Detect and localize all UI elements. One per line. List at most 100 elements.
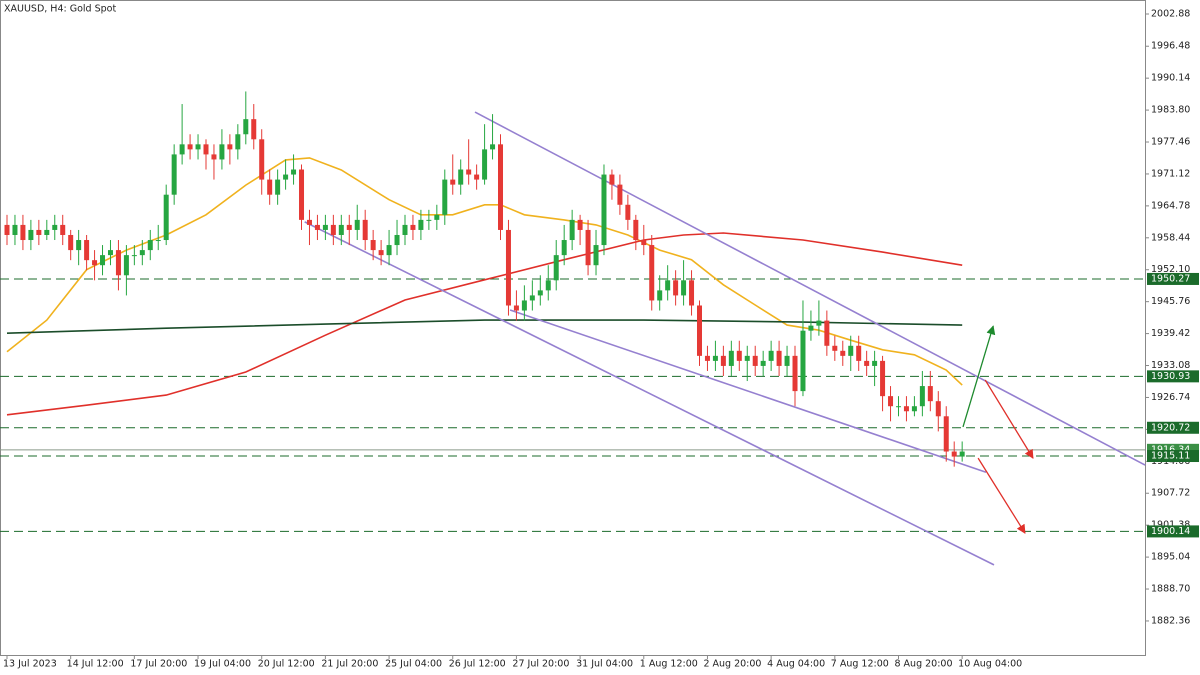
candle-body [12,224,18,235]
candle-body [370,240,376,251]
candle-body [84,240,90,261]
y-tick-label: 1926.74 [1151,392,1190,403]
candle-body [927,386,933,402]
candle-body [283,174,289,180]
candle-body [665,280,671,291]
candle-body [585,229,591,266]
price-tag-label: 1950.27 [1151,273,1190,284]
y-tick-label: 1971.12 [1151,168,1190,179]
candle-body [744,355,750,361]
candle-body [20,224,26,241]
candle-body [52,224,58,230]
price-tag: 1915.11 [1147,450,1199,463]
candle-body [736,350,742,361]
candle-body [569,219,575,241]
y-tick-label: 1990.14 [1151,73,1190,84]
trend-line [304,221,995,566]
candle-body [864,360,870,366]
candle-body [100,255,106,266]
candle-body [561,240,567,256]
candle-body [848,345,854,356]
y-tick-label: 1977.46 [1151,137,1190,148]
candle-body [800,330,806,392]
candle-body [577,219,583,230]
candle-body [513,305,519,311]
moving-average [6,232,963,416]
candle-body [291,169,297,175]
candle-body [521,300,527,311]
candle-body [840,350,846,356]
candle-body [243,119,249,135]
candle-body [872,360,878,366]
candle-body [44,229,50,235]
candle-body [354,219,360,230]
candle-body [187,144,193,150]
y-tick-label: 1907.72 [1151,488,1190,499]
x-tick-label: 21 Jul 20:00 [321,659,378,670]
candle-body [28,229,34,241]
x-tick-label: 27 Jul 20:00 [512,659,569,670]
candle-body [203,144,209,155]
candle-body [195,144,201,150]
candle-body [330,224,336,235]
candle-body [450,179,456,185]
chart-title: XAUUSD, H4: Gold Spot [4,4,116,15]
candle-body [474,174,480,180]
arrow [962,325,996,428]
candle-body [824,320,830,346]
y-tick-label: 1958.44 [1151,232,1190,243]
candle-body [712,355,718,361]
price-tag-bg [1147,525,1199,538]
candle-body [776,350,782,366]
y-tick-label: 1939.42 [1151,328,1190,339]
candle-body [219,144,225,160]
x-tick-label: 4 Aug 04:00 [767,659,825,670]
price-tag: 1920.72 [1147,421,1199,434]
candle-body [529,295,535,301]
candle-body [704,355,710,361]
y-tick-label: 1964.78 [1151,200,1190,211]
candle-body [179,144,185,155]
candle-body [251,119,257,140]
moving-average [6,157,963,386]
candle-body [131,255,137,257]
trend-line [474,111,1146,466]
candle-body [498,144,504,230]
candle-body [903,406,909,412]
candle-body [617,184,623,205]
price-tag: 1950.27 [1147,272,1199,285]
candle-body [609,174,615,185]
candle-body [171,154,177,195]
x-tick-label: 17 Jul 20:00 [130,659,187,670]
y-tick-label: 1945.76 [1151,296,1190,307]
candle-body [211,154,217,160]
price-tag: 1930.93 [1147,370,1199,383]
price-tag-bg [1147,450,1199,463]
candle-body [418,219,424,230]
candle-body [951,451,957,457]
x-tick-label: 2 Aug 20:00 [703,659,761,670]
candle-body [4,224,10,235]
candle-body [299,169,305,220]
candle-body [68,234,74,251]
price-tag-label: 1916.34 [1151,444,1190,455]
candle-body [959,451,965,457]
y-tick-label: 1933.08 [1151,360,1190,371]
candle-body [808,325,814,331]
x-tick-label: 7 Aug 12:00 [831,659,889,670]
candle-body [505,229,511,306]
candle-body [784,355,790,366]
price-tag-label: 1915.11 [1151,451,1190,462]
candle-body [362,219,368,241]
price-tag-bg [1147,421,1199,434]
arrow [984,379,1034,459]
price-tag: 1900.14 [1147,525,1199,538]
candle-body [426,219,432,221]
x-tick-label: 13 Jul 2023 [3,659,57,670]
candle-body [139,250,145,256]
candle-body [155,240,161,242]
candle-body [386,245,392,256]
candle-body [163,194,169,241]
y-tick-label: 1882.36 [1151,615,1190,626]
candle-body [911,406,917,412]
